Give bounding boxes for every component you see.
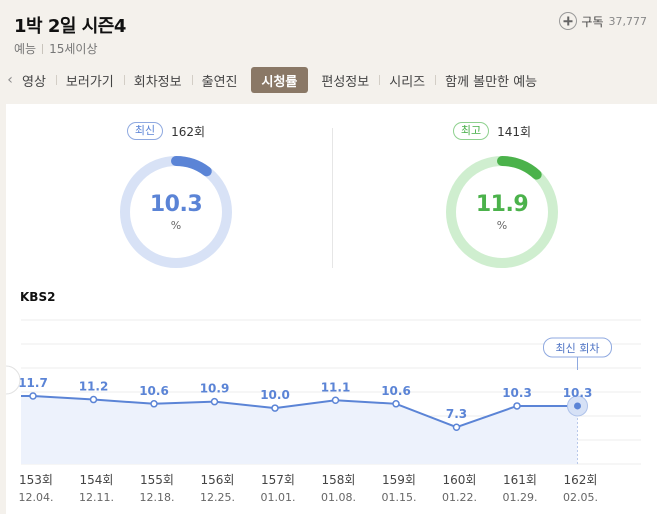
data-label: 7.3 [446,407,467,421]
best-rating-unit: % [496,219,508,232]
x-tick-label: 157회 [261,473,295,487]
best-rating-value: 11.9 [475,192,529,217]
tab-related[interactable]: 함께 볼만한 예능 [435,62,547,98]
x-date-label: 12.25. [200,491,235,504]
plus-icon [559,12,578,30]
program-title: 1박 2일 시즌4 [14,16,126,37]
data-label: 10.6 [139,384,169,398]
data-point [89,395,98,404]
chart-title: KBS2 [20,290,56,304]
panel-divider [332,128,333,268]
program-header: 1박 2일 시즌4 예능 15세이상 구독 37,777 [0,0,657,62]
data-point [574,402,581,410]
data-point [452,423,461,431]
tab-watch[interactable]: 보러가기 [55,62,124,98]
ratings-line-chart: 11.7 153회 12.04. 11.2 154회 12.11. 10.6 155회 12.1… [6,319,641,504]
tab-cast[interactable]: 출연진 [191,62,248,98]
data-label: 10.0 [260,388,290,402]
latest-rating-ring [120,156,232,268]
x-tick-label: 155회 [140,473,174,487]
x-date-label: 01.01. [261,491,296,504]
best-rating-panel: 최고 141회 11.9 % [332,104,652,284]
program-meta: 예능 15세이상 [14,40,97,57]
x-tick-label: 158회 [322,473,356,487]
tab-episodes[interactable]: 회차정보 [123,62,192,98]
meta-divider [42,43,44,54]
subscribe-count: 37,777 [608,14,648,28]
latest-rating-unit: % [170,219,182,232]
annotation-label: 최신 회차 [556,342,600,355]
tab-schedule[interactable]: 편성정보 [321,74,370,90]
best-ring-progress [446,156,558,268]
tab-series[interactable]: 시리즈 [379,62,435,98]
x-tick-label: 156회 [201,473,235,487]
x-tick-label: 159회 [382,473,416,487]
x-tick-label: 161회 [503,473,537,487]
data-label: 11.1 [321,380,351,394]
x-tick-label: 162회 [564,473,598,487]
data-point [210,397,219,406]
data-point [271,404,279,412]
data-point [392,400,400,408]
subscribe-button[interactable]: 구독 37,777 [559,12,647,30]
data-label: 10.3 [502,386,532,400]
latest-episode: 162회 [171,124,206,139]
x-date-label: 12.04. [19,491,54,504]
x-tick-label: 160회 [443,473,477,487]
data-label: 11.2 [79,380,109,394]
latest-ring-progress [120,156,232,268]
data-point [150,400,158,408]
genre-label: 예능 [14,42,37,56]
x-date-label: 02.05. [563,491,598,504]
age-rating: 15세이상 [49,42,98,56]
tab-bar: ‹ 영상 보러가기 회차정보 출연진 시청률 편성정보 시리즈 함께 볼만한 예… [0,62,657,98]
best-rating-ring [446,156,558,268]
data-label: 10.6 [381,384,411,398]
data-label: 10.9 [200,382,230,396]
latest-rating-panel: 최신 162회 10.3 % [6,104,326,284]
x-date-label: 12.11. [79,491,114,504]
data-point [331,396,340,405]
data-point [513,402,521,410]
latest-rating-value: 10.3 [149,192,203,217]
tab-ratings[interactable]: 시청률 [250,67,309,93]
subscribe-label: 구독 [581,14,604,29]
tab-video[interactable]: 영상 [22,74,46,90]
series-area [21,396,578,464]
latest-badge: 최신 [126,122,164,140]
ratings-card: 최신 162회 10.3 % 최고 141회 11.9 % KBS2 11.7 1… [6,104,657,514]
x-date-label: 01.22. [442,491,477,504]
x-tick-label: 153회 [19,473,53,487]
annotation-bubble [543,337,612,358]
chevron-left-icon[interactable]: ‹ [7,72,13,88]
x-date-label: 01.08. [321,491,356,504]
data-label: 11.7 [18,376,48,390]
x-tick-label: 154회 [80,473,114,487]
chart-scroll-handle[interactable] [6,365,21,395]
x-date-label: 01.29. [503,491,538,504]
x-date-label: 12.18. [140,491,175,504]
best-episode: 141회 [497,124,532,139]
best-badge: 최고 [452,122,490,140]
data-label: 10.3 [563,386,593,400]
data-point [29,392,37,400]
x-date-label: 01.15. [382,491,417,504]
